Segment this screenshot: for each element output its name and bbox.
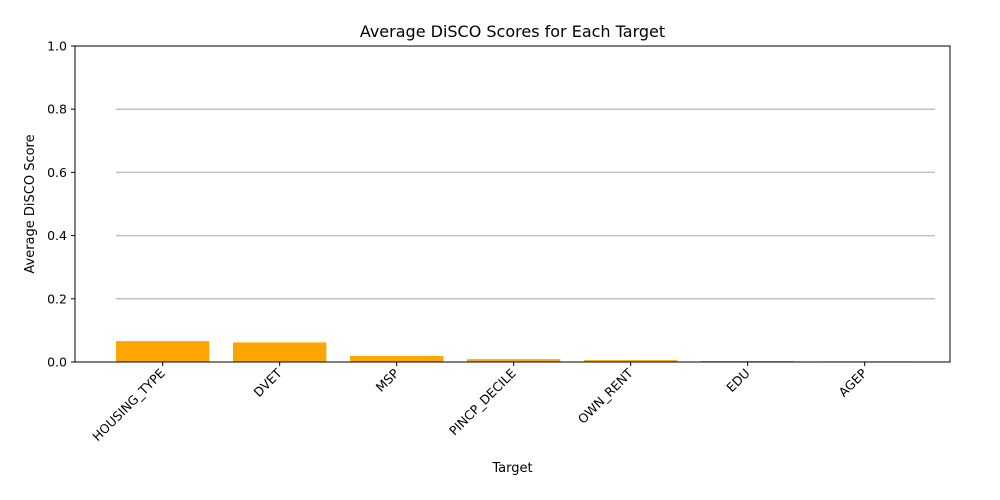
bar-msp	[350, 355, 444, 362]
gridlines	[116, 108, 935, 300]
bar-housing_type	[116, 341, 210, 362]
y-axis-label: Average DiSCO Score	[23, 134, 38, 273]
y-tick-label: 0.6	[47, 165, 67, 180]
y-tick-label: 1.0	[47, 39, 67, 54]
y-tick-label: 0.8	[47, 102, 67, 117]
y-tick-label: 0.2	[47, 291, 67, 306]
y-tick-label: 0.0	[47, 355, 67, 370]
bar-dvet	[233, 342, 327, 362]
x-axis-label: Target	[491, 461, 532, 476]
bar-own_rent	[584, 360, 678, 362]
plot-frame	[74, 45, 951, 363]
chart-title: Average DiSCO Scores for Each Target	[360, 22, 665, 41]
bar-pincp_decile	[467, 359, 561, 362]
y-axis-ticks: 0.0 0.2 0.4 0.6 0.8 1.0	[47, 39, 75, 370]
y-tick-label: 0.4	[47, 228, 67, 243]
